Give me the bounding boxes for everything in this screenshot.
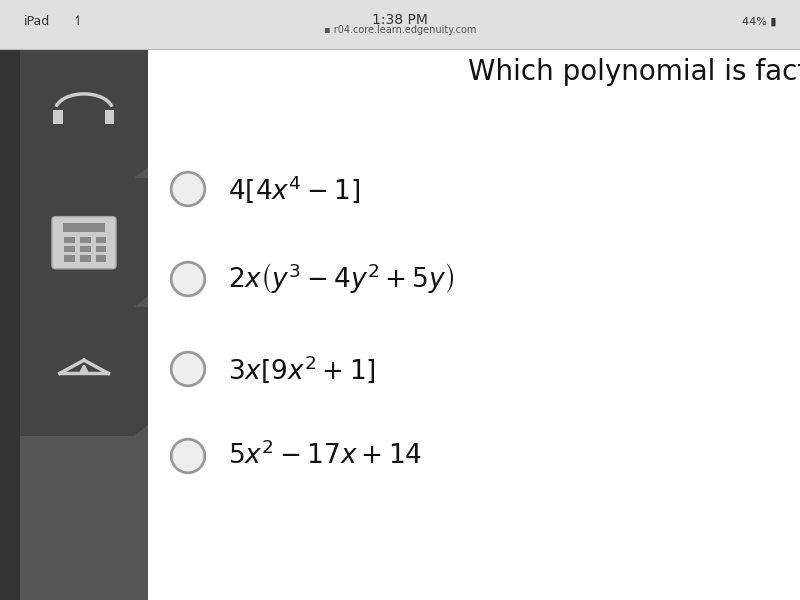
Bar — [20, 307, 148, 436]
Polygon shape — [134, 167, 148, 178]
Text: iPad: iPad — [24, 15, 50, 28]
Text: 44% ▮: 44% ▮ — [742, 17, 776, 26]
Bar — [80, 237, 90, 243]
Bar — [0, 49, 20, 600]
Bar — [80, 246, 90, 253]
Text: $2x\left(y^3-4y^2+5y\right)$: $2x\left(y^3-4y^2+5y\right)$ — [228, 262, 454, 296]
Text: $3x\left[9x^2+1\right]$: $3x\left[9x^2+1\right]$ — [228, 353, 376, 385]
Bar — [53, 110, 63, 124]
Ellipse shape — [171, 352, 205, 386]
Bar — [0, 0, 800, 49]
Ellipse shape — [171, 262, 205, 296]
Bar — [96, 256, 106, 262]
Bar — [20, 49, 148, 600]
Text: $5x^2-17x+14$: $5x^2-17x+14$ — [228, 442, 422, 470]
Polygon shape — [134, 425, 148, 436]
FancyBboxPatch shape — [52, 217, 116, 269]
Bar — [80, 256, 90, 262]
Bar — [148, 49, 800, 600]
Text: ▪ r04.core.learn.edgenuity.com: ▪ r04.core.learn.edgenuity.com — [324, 25, 476, 35]
Bar — [105, 110, 114, 124]
Bar — [62, 223, 106, 232]
Text: Which polynomial is factored completely?: Which polynomial is factored completely? — [468, 58, 800, 86]
Bar — [96, 237, 106, 243]
Text: $4\left[4x^4-1\right]$: $4\left[4x^4-1\right]$ — [228, 173, 360, 205]
Text: ↿: ↿ — [72, 15, 82, 28]
Ellipse shape — [171, 172, 205, 206]
Bar — [20, 49, 148, 178]
Bar — [64, 246, 75, 253]
Bar — [20, 178, 148, 307]
Bar — [96, 246, 106, 253]
Text: 1:38 PM: 1:38 PM — [372, 13, 428, 27]
Polygon shape — [134, 296, 148, 307]
Bar — [64, 237, 75, 243]
Bar — [64, 256, 75, 262]
Ellipse shape — [171, 439, 205, 473]
